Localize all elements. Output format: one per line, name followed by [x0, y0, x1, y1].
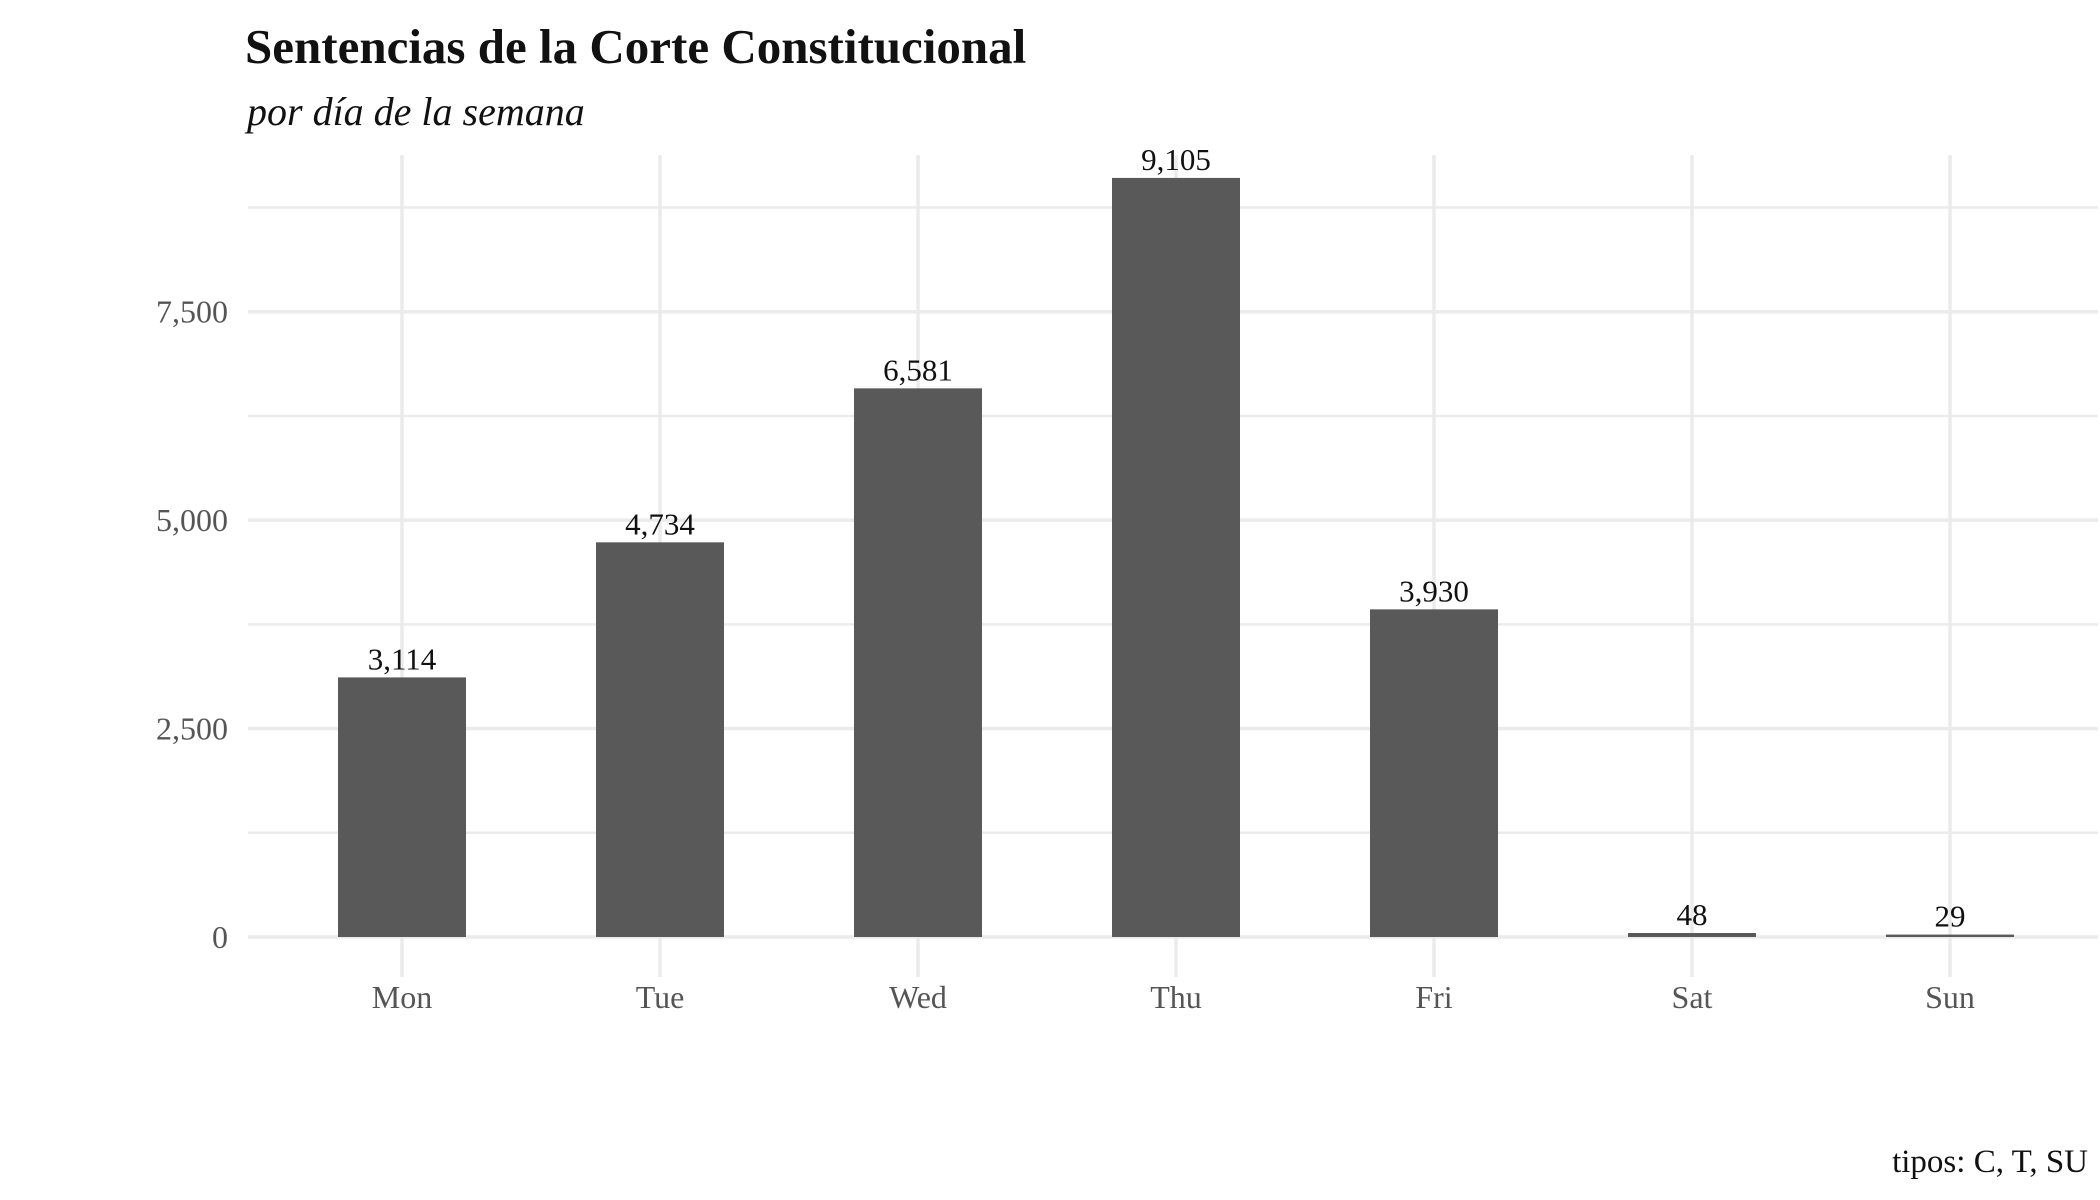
x-tick-label-wed: Wed [889, 979, 947, 1015]
x-tick-label-fri: Fri [1415, 979, 1452, 1015]
x-tick-label-sun: Sun [1925, 979, 1975, 1015]
chart-subtitle: por día de la semana [247, 89, 585, 134]
bar-wed [854, 388, 982, 937]
data-label-mon: 3,114 [368, 641, 437, 676]
data-labels: 3,114 4,734 6,581 9,105 3,930 48 29 [368, 142, 1966, 934]
data-label-thu: 9,105 [1141, 142, 1211, 177]
y-tick-label: 5,000 [156, 502, 228, 538]
data-label-sun: 29 [1935, 899, 1966, 934]
chart-title: Sentencias de la Corte Constitucional [245, 19, 1027, 74]
y-tick-label: 0 [212, 919, 228, 955]
y-tick-label: 7,500 [156, 294, 228, 330]
data-label-sat: 48 [1677, 897, 1708, 932]
bars [338, 177, 2014, 937]
x-axis-ticks: Mon Tue Wed Thu Fri Sat Sun [372, 979, 1975, 1015]
x-tick-label-mon: Mon [372, 979, 432, 1015]
bar-fri [1370, 609, 1498, 937]
bar-mon [338, 677, 466, 937]
bar-sun [1886, 934, 2014, 937]
bar-thu [1112, 177, 1240, 937]
data-label-tue: 4,734 [625, 506, 695, 541]
x-tick-label-tue: Tue [636, 979, 685, 1015]
chart-caption: tipos: C, T, SU [1892, 1144, 2088, 1180]
data-label-wed: 6,581 [883, 352, 953, 387]
data-label-fri: 3,930 [1399, 573, 1469, 608]
x-tick-label-sat: Sat [1672, 979, 1713, 1015]
x-tick-label-thu: Thu [1150, 979, 1202, 1015]
bar-sat [1628, 932, 1756, 937]
y-tick-label: 2,500 [156, 711, 228, 747]
y-axis-ticks: 0 2,500 5,000 7,500 [156, 294, 228, 955]
bar-tue [596, 542, 724, 937]
